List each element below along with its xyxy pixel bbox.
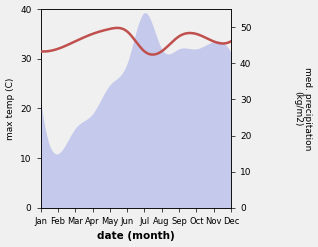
Y-axis label: max temp (C): max temp (C) [5,77,15,140]
Y-axis label: med. precipitation
(kg/m2): med. precipitation (kg/m2) [293,67,313,150]
X-axis label: date (month): date (month) [97,231,175,242]
